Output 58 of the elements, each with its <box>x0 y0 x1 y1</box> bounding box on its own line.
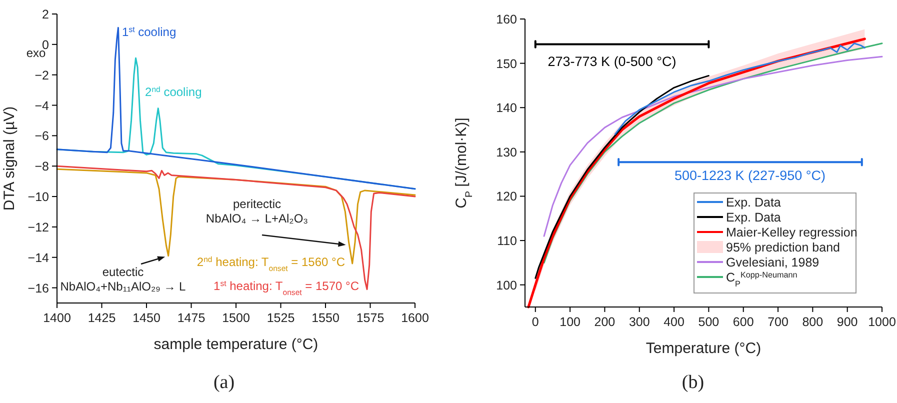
legend-label: Exp. Data <box>726 210 781 224</box>
x-tick-label: 700 <box>768 315 788 329</box>
x-tick-label: 100 <box>560 315 581 329</box>
annotation: 500-1223 K (227-950 °C) <box>674 168 826 183</box>
annotation: peritectic NbAlO₄ → L+Al₂O₃ <box>206 197 308 226</box>
x-tick-label: 1500 <box>222 311 250 325</box>
y-tick-label: 120 <box>496 190 518 204</box>
x-tick-label: 1550 <box>312 311 340 325</box>
x-tick-label: 600 <box>732 315 754 329</box>
text: (b) <box>682 372 704 393</box>
x-tick-label: 1475 <box>177 311 206 325</box>
x-axis-title: Temperature (°C) <box>646 340 762 357</box>
x-tick-label: 500 <box>698 315 720 329</box>
y-tick-label: −8 <box>34 160 50 174</box>
legend-label: Gvelesiani, 1989 <box>726 256 820 270</box>
y-tick-label: −6 <box>34 129 50 144</box>
y-tick-label: 160 <box>496 12 518 26</box>
line-series <box>56 26 416 190</box>
y-tick-label: −2 <box>34 68 50 82</box>
x-tick-label: 1575 <box>356 311 384 325</box>
annotation: eutectic NbAlO₄+Nb₁₁AlO₂₉ → L <box>60 265 186 294</box>
x-tick-label: 800 <box>802 315 824 329</box>
y-tick-label: −12 <box>28 220 50 234</box>
y-tick-label: 2 <box>42 8 50 22</box>
line-series <box>56 165 416 290</box>
x-tick-label: 1425 <box>88 311 116 325</box>
series-label: 2$^{nd}$ cooling <box>145 84 202 99</box>
x-tick-label: 1600 <box>401 311 429 325</box>
y-tick-label: 130 <box>496 145 518 160</box>
y-tick-label: 150 <box>496 56 518 71</box>
legend-label: Exp. Data <box>726 196 781 210</box>
x-tick-label: 1525 <box>266 311 295 325</box>
x-tick-label: 900 <box>836 315 858 329</box>
y-tick-label: −4 <box>34 98 50 113</box>
x-tick-label: 1400 <box>43 311 71 325</box>
x-tick-label: 1450 <box>132 311 160 325</box>
series-label: 2$^{nd}$ heating: T$_{onset}$ = 1560 °C <box>196 254 346 272</box>
x-tick-label: 300 <box>628 315 650 329</box>
x-tick-label: 400 <box>664 315 685 329</box>
x-axis-title: sample temperature (°C) <box>154 336 318 353</box>
y-tick-label: 140 <box>496 101 518 116</box>
y-tick-label: 100 <box>496 278 518 292</box>
x-tick-label: 1000 <box>868 315 896 329</box>
x-tick-label: 0 <box>532 315 539 329</box>
series-label: 1$^{st}$ heating: T$_{onset}$ = 1570 °C <box>214 278 360 296</box>
y-tick-label: 110 <box>497 234 518 248</box>
y-axis-title: DTA signal (µV) <box>1 106 18 211</box>
series-label: 1$^{st}$ cooling <box>122 24 176 39</box>
annotation: 273-773 K (0-500 °C) <box>548 54 676 69</box>
text: (a) <box>213 372 235 393</box>
y-tick-label: 0 <box>42 38 50 52</box>
y-tick-label: −16 <box>28 281 50 296</box>
legend-label: Maier-Kelley regression <box>726 226 858 240</box>
line-series <box>614 42 866 135</box>
y-tick-label: −14 <box>28 250 50 265</box>
y-tick-label: −10 <box>28 190 50 204</box>
x-tick-label: 200 <box>594 315 616 329</box>
annotation: 95% prediction band <box>726 240 840 254</box>
